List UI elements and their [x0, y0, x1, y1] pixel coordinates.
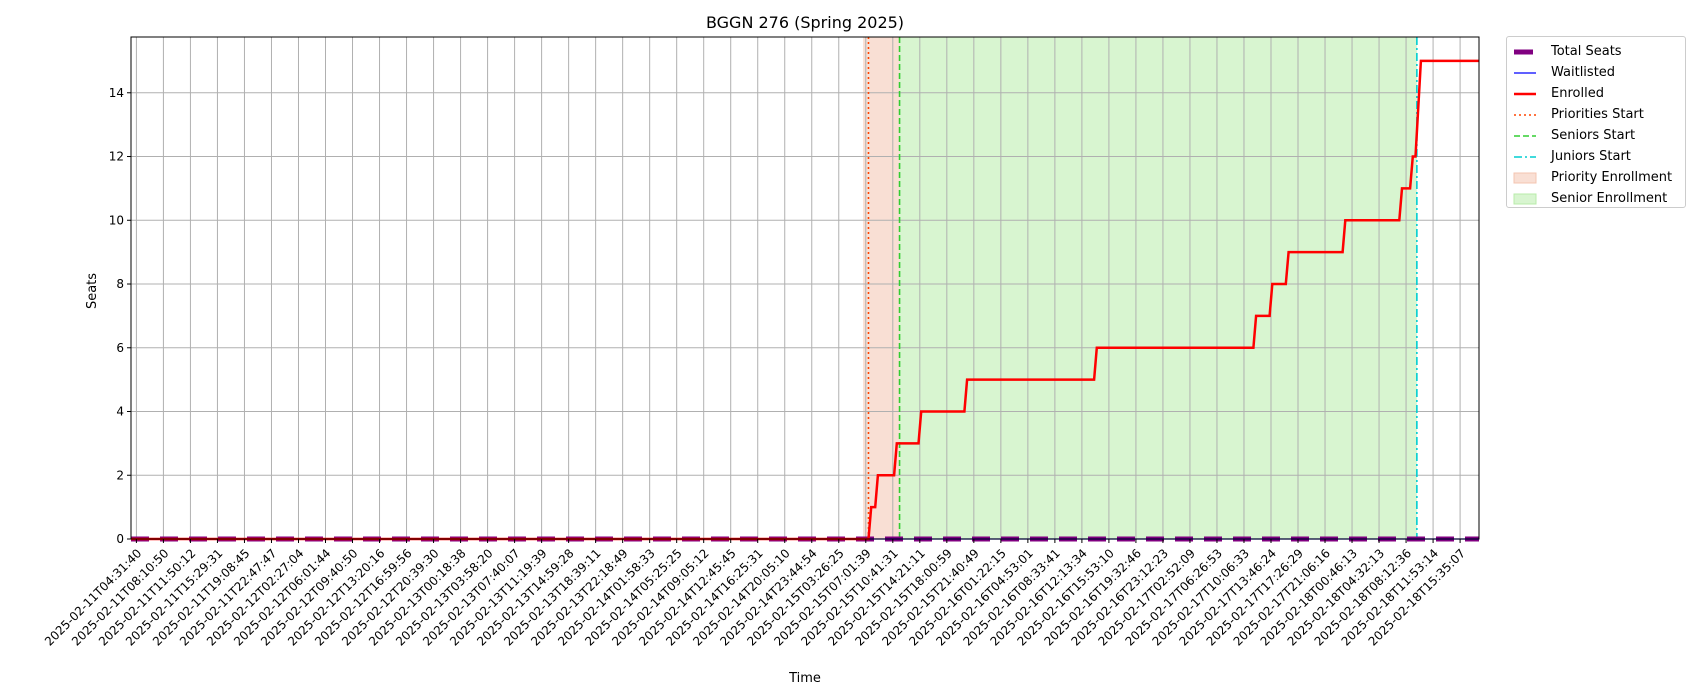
- y-tick-label: 10: [109, 213, 124, 227]
- legend-swatch: [1513, 150, 1537, 164]
- legend-swatch: [1513, 66, 1537, 80]
- legend-item: Waitlisted: [1513, 62, 1679, 83]
- grid-lines: [131, 37, 1479, 540]
- axes: [127, 36, 1480, 543]
- series-enrolled: [131, 59, 1479, 541]
- shaded-region-1: [899, 37, 1417, 539]
- legend-swatch: [1513, 129, 1537, 143]
- shaded-regions: [863, 37, 1417, 539]
- legend-label: Seniors Start: [1551, 128, 1636, 143]
- legend-item: Total Seats: [1513, 41, 1679, 62]
- y-tick-label: 12: [109, 150, 124, 164]
- y-tick-label: 6: [116, 341, 124, 355]
- legend-item: Juniors Start: [1513, 146, 1679, 167]
- legend-item: Priorities Start: [1513, 104, 1679, 125]
- y-tick-labels: 0 2 4 6 8 10 12 14: [109, 86, 124, 546]
- legend-label: Waitlisted: [1551, 65, 1616, 80]
- y-tick-label: 8: [116, 277, 124, 291]
- legend-swatch: [1513, 108, 1537, 122]
- y-axis-label: Seats: [85, 273, 100, 309]
- legend-swatch: [1513, 45, 1537, 59]
- legend-item: Senior Enrollment: [1513, 188, 1679, 209]
- chart-title: BGGN 276 (Spring 2025): [706, 13, 904, 32]
- y-tick-label: 0: [116, 532, 124, 546]
- legend-label: Enrolled: [1551, 86, 1604, 101]
- legend-swatch: [1513, 171, 1537, 185]
- legend-label: Senior Enrollment: [1551, 191, 1668, 206]
- legend-item: Enrolled: [1513, 83, 1679, 104]
- y-tick-label: 14: [109, 86, 124, 100]
- legend-label: Total Seats: [1551, 44, 1622, 59]
- legend-label: Juniors Start: [1551, 149, 1631, 164]
- y-tick-label: 4: [116, 405, 124, 419]
- chart-legend: Total Seats Waitlisted Enrolled Priorities …: [1506, 36, 1686, 208]
- legend-label: Priority Enrollment: [1551, 170, 1673, 185]
- legend-item: Seniors Start: [1513, 125, 1679, 146]
- y-tick-label: 2: [116, 468, 124, 482]
- legend-item: Priority Enrollment: [1513, 167, 1679, 188]
- legend-label: Priorities Start: [1551, 107, 1644, 122]
- legend-swatch: [1513, 87, 1537, 101]
- x-axis-label: Time: [788, 671, 821, 686]
- legend-swatch: [1513, 192, 1537, 206]
- plot-frame: [130, 36, 1480, 540]
- x-tick-labels: 2025-02-11T04:31:402025-02-11T08:10:5020…: [42, 546, 1468, 649]
